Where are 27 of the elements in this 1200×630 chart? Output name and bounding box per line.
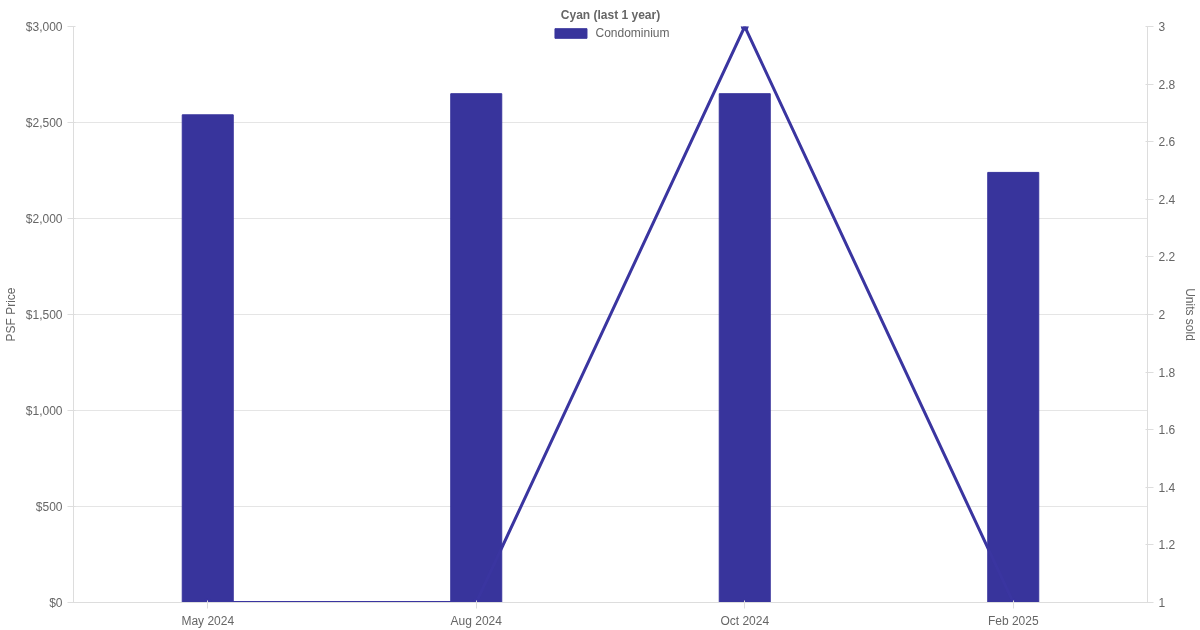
y-tick-label: $2,000 bbox=[25, 211, 63, 226]
y-tick-label: $3,000 bbox=[25, 19, 63, 34]
chart-title: Cyan (last 1 year) bbox=[560, 7, 661, 22]
y-tick-label: $500 bbox=[35, 499, 63, 514]
y2-tick-label: 2.4 bbox=[1158, 192, 1176, 207]
y2-tick-label: 1.4 bbox=[1158, 480, 1176, 495]
y2-tick-label: 2.8 bbox=[1158, 77, 1176, 92]
y2-tick-label: 2.6 bbox=[1158, 135, 1176, 150]
y2-tick-label: 1 bbox=[1158, 596, 1166, 610]
x-tick-label: Oct 2024 bbox=[720, 613, 770, 628]
x-tick-label: Feb 2025 bbox=[987, 613, 1039, 628]
bar bbox=[718, 93, 771, 603]
y2-tick-label: 2 bbox=[1158, 308, 1166, 322]
y2-tick-label: 3 bbox=[1158, 20, 1166, 34]
y-tick-label: $1,000 bbox=[25, 403, 63, 418]
y2-tick-label: 1.8 bbox=[1158, 365, 1176, 380]
legend-label: Condominium bbox=[595, 26, 670, 40]
y2-tick-label: 1.6 bbox=[1158, 423, 1176, 438]
y-tick-label: $0 bbox=[49, 595, 63, 610]
y2-tick-label: 2.2 bbox=[1158, 250, 1176, 265]
y-tick-label: $1,500 bbox=[25, 307, 63, 322]
y-axis-title: PSF Price bbox=[3, 287, 18, 342]
y-tick-label: $2,500 bbox=[25, 115, 63, 130]
x-tick-label: Aug 2024 bbox=[450, 613, 503, 628]
x-tick-label: May 2024 bbox=[181, 613, 235, 628]
y2-axis-title: Units sold bbox=[1183, 288, 1198, 341]
y2-tick-label: 1.2 bbox=[1158, 538, 1176, 553]
